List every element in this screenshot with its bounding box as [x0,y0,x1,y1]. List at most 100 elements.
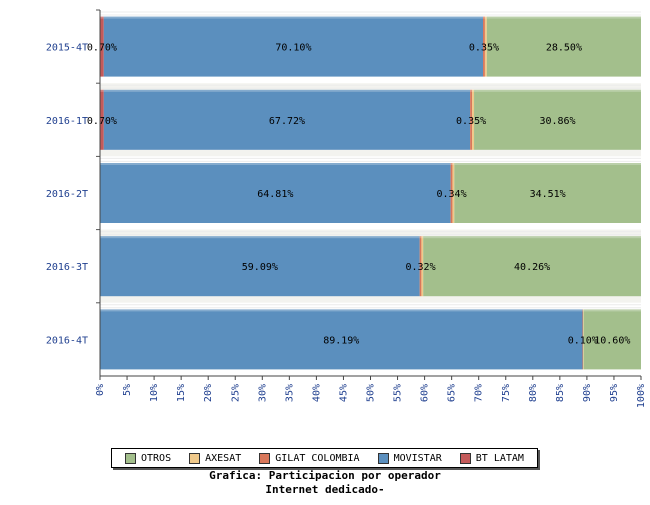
bar-gilat-colombia-2016-1T [470,89,473,150]
x-tick-label: 30% [257,384,268,402]
legend-label-axesat: AXESAT [205,452,242,464]
data-label: 0.32% [405,262,435,273]
data-label: 0.70% [87,43,117,54]
bar-otros-2016-4T [583,309,641,370]
bar-axesat-2016-4T [583,309,584,370]
legend-item-btlatam: BT LATAM [459,452,524,464]
legend-label-otros: OTROS [141,452,172,464]
bar-highlight [103,16,484,19]
chart-subtitle: Internet dedicado- [265,483,385,496]
bar-highlight [582,309,584,312]
data-label: 89.19% [323,335,359,346]
bar-gilat-colombia-2016-2T [450,163,453,223]
data-label: 28.50% [546,43,582,54]
x-tick-label: 20% [203,384,214,402]
legend-label-movistar: MOVISTAR [393,452,442,464]
bar-movistar-2016-1T [103,89,471,150]
bar-highlight [583,309,584,312]
bar-highlight [474,89,641,92]
bar-highlight [472,89,475,92]
bar-movistar-2016-4T [100,309,583,370]
legend-swatch-axesat [189,452,201,464]
x-tick-label: 100% [636,384,647,408]
category-label: 2016-2T [46,189,88,200]
bar-highlight [100,16,104,19]
bar-otros-2016-3T [423,236,641,297]
bar-gilat-colombia-2016-4T [582,309,584,370]
x-tick-label: 65% [447,384,458,402]
bar-highlight [450,163,453,165]
data-label: 59.09% [242,262,278,273]
data-label: 0.10% [568,335,598,346]
data-label: 70.10% [275,43,311,54]
x-tick-label: 15% [176,384,187,402]
legend-swatch-gilat [259,452,271,464]
bar-highlight [103,89,471,92]
bar-bt-latam-2016-1T [100,89,104,150]
legend-item-otros: OTROS [125,452,172,464]
x-tick-label: 40% [311,384,322,402]
x-tick-label: 25% [230,384,241,402]
legend-item-axesat: AXESAT [189,452,242,464]
legend-swatch-btlatam [459,452,471,464]
bar-axesat-2016-3T [421,236,424,297]
data-label: 64.81% [257,189,293,200]
legend-label-gilat: GILAT COLOMBIA [275,452,360,464]
data-label: 0.35% [456,116,486,127]
bar-highlight [452,163,455,165]
bar-highlight [483,16,485,19]
category-label: 2016-1T [46,116,88,127]
chart-title: Grafica: Participacion por operador [209,469,441,482]
x-tick-label: 35% [284,384,295,402]
data-label: 0.70% [87,116,117,127]
bar-movistar-2016-2T [100,163,451,223]
x-tick-label: 50% [366,384,377,402]
legend: OTROS AXESAT GILAT COLOMBIA MOVISTAR BT … [111,448,538,468]
data-label: 34.51% [530,189,566,200]
category-label: 2016-4T [46,335,88,346]
x-tick-label: 0% [95,384,106,396]
category-label: 2015-4T [46,43,88,54]
bar-highlight [100,236,420,239]
bar-highlight [484,16,487,19]
bar-movistar-2015-4T [103,16,484,77]
bar-axesat-2016-2T [452,163,455,223]
x-tick-label: 90% [582,384,593,402]
x-tick-label: 60% [420,384,431,402]
bar-highlight [100,89,104,92]
x-tick-label: 5% [122,384,133,396]
bar-highlight [470,89,473,92]
bar-gilat-colombia-2015-4T [483,16,485,77]
data-label: 10.60% [594,335,630,346]
data-label: 30.86% [539,116,575,127]
bar-highlight [423,236,641,239]
bar-movistar-2016-3T [100,236,420,297]
data-label: 40.26% [514,262,550,273]
legend-label-btlatam: BT LATAM [475,452,524,464]
x-tick-label: 45% [338,384,349,402]
legend-item-movistar: MOVISTAR [377,452,442,464]
x-tick-label: 55% [393,384,404,402]
data-label: 0.34% [436,189,466,200]
bar-gilat-colombia-2016-3T [419,236,422,297]
legend-swatch-otros [125,452,136,464]
x-tick-label: 85% [555,384,566,402]
bar-highlight [419,236,422,239]
bar-highlight [100,309,583,312]
bar-axesat-2016-1T [472,89,475,150]
legend-swatch-movistar [377,452,389,464]
x-tick-label: 70% [474,384,485,402]
bar-axesat-2015-4T [484,16,487,77]
x-tick-label: 95% [609,384,620,402]
data-label: 0.35% [469,43,499,54]
bar-bt-latam-2015-4T [100,16,104,77]
legend-item-gilat: GILAT COLOMBIA [259,452,360,464]
bar-highlight [454,163,641,165]
bar-highlight [583,309,641,312]
bar-highlight [421,236,424,239]
x-tick-label: 75% [501,384,512,402]
category-label: 2016-3T [46,262,88,273]
bar-highlight [486,16,641,19]
bar-otros-2015-4T [486,16,641,77]
